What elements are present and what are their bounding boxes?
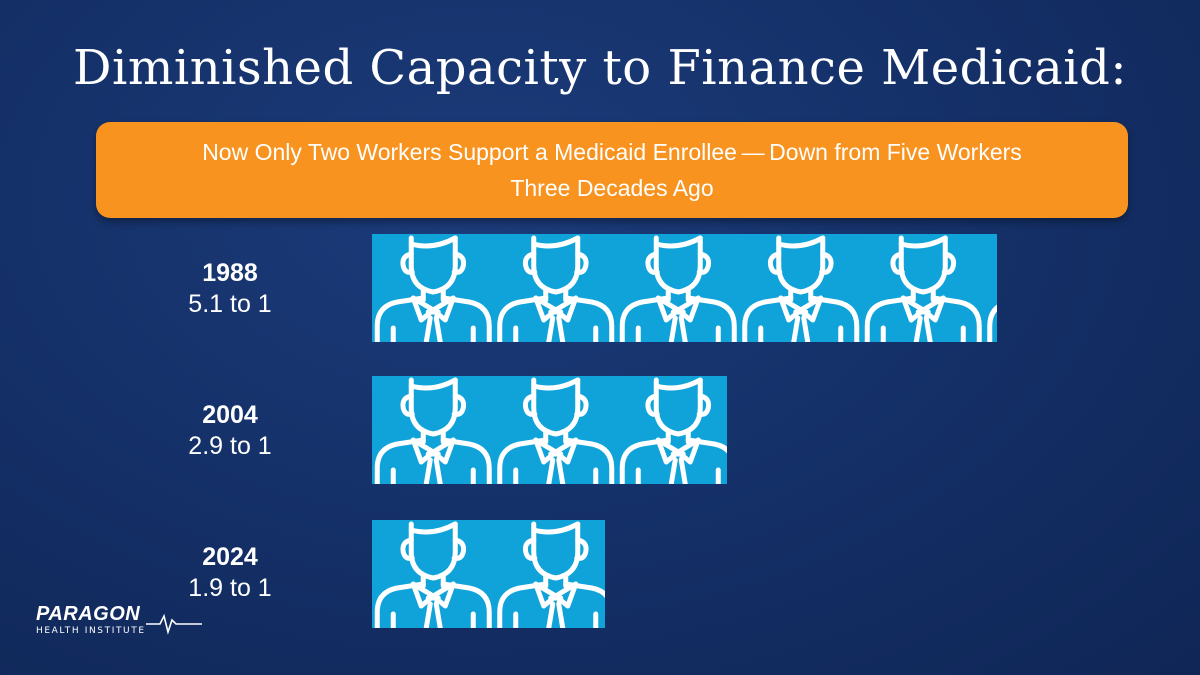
- worker-icon: [987, 304, 997, 342]
- row-label-1988: 1988 5.1 to 1: [150, 258, 310, 320]
- logo-subtitle: HEALTH INSTITUTE: [36, 626, 146, 636]
- worker-icon: [374, 521, 492, 628]
- value-label: 1.9 to 1: [188, 574, 272, 602]
- category-label: 2024: [202, 543, 258, 571]
- heartbeat-icon: [146, 613, 202, 635]
- row-label-2004: 2004 2.9 to 1: [150, 400, 310, 462]
- paragon-logo: PARAGON HEALTH INSTITUTE: [36, 603, 202, 644]
- worker-icon: [374, 377, 492, 484]
- subtitle-text: Now Only Two Workers Support a Medicaid …: [202, 139, 1022, 201]
- worker-icon: [619, 235, 737, 342]
- worker-icon: [742, 235, 860, 342]
- worker-icon: [497, 235, 615, 342]
- logo-name: PARAGON: [36, 603, 141, 625]
- worker-icon: [497, 377, 615, 484]
- subtitle-banner: Now Only Two Workers Support a Medicaid …: [96, 122, 1128, 218]
- category-label: 1988: [202, 259, 258, 287]
- row-label-2024: 2024 1.9 to 1: [150, 542, 310, 604]
- worker-icon: [374, 235, 492, 342]
- category-label: 2004: [202, 401, 258, 429]
- worker-icon: [864, 235, 982, 342]
- value-label: 2.9 to 1: [188, 432, 272, 460]
- worker-icon: [619, 377, 727, 484]
- page-title: Diminished Capacity to Finance Medicaid:: [73, 40, 1127, 96]
- value-label: 5.1 to 1: [188, 290, 272, 318]
- worker-icon: [497, 521, 605, 628]
